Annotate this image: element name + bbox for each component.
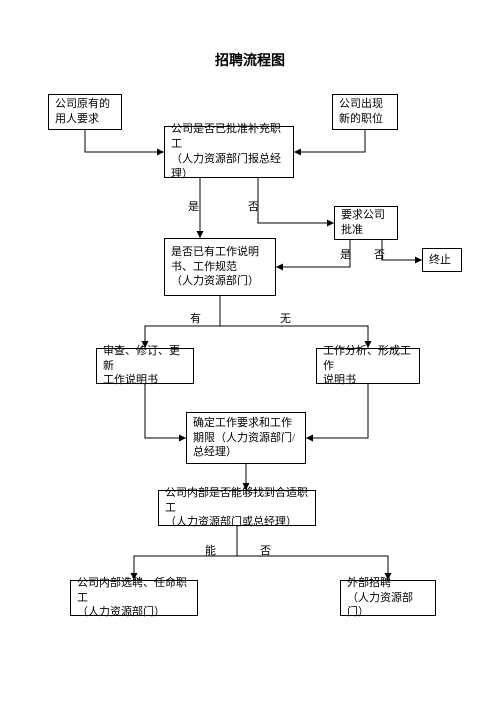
edge-label-req_approve-terminate: 否 [374, 246, 385, 262]
edge-new_pos-approved [294, 130, 365, 152]
node-new_pos: 公司出现 新的职位 [332, 94, 398, 130]
node-req_deadline: 确定工作要求和工作 期限（人力资源部门/ 总经理） [186, 412, 306, 464]
edge-approved-req_approve [258, 178, 334, 223]
edge-label-has_spec-review: 有 [190, 310, 201, 326]
node-select: 公司内部选聘、任命职工 （人力资源部门） [70, 580, 198, 616]
edge-review-req_deadline [145, 384, 186, 438]
edge-has_spec-review [145, 296, 220, 348]
edge-has_spec-analyze [220, 296, 368, 348]
edge-label-approved-has_spec: 是 [188, 198, 199, 214]
edge-label-approved-req_approve: 否 [248, 198, 259, 214]
edge-label-req_approve-has_spec: 是 [340, 246, 351, 262]
edge-req_approve-terminate [382, 240, 422, 260]
node-orig_need: 公司原有的 用人要求 [48, 94, 122, 130]
edge-orig_need-approved [85, 130, 164, 152]
edge-label-internal-select: 能 [205, 542, 216, 558]
node-external: 外部招聘 （人力资源部门） [340, 580, 436, 616]
node-review: 审查、修订、更新 工作说明书 [96, 348, 194, 384]
diagram-title: 招聘流程图 [0, 50, 500, 70]
edge-req_approve-has_spec [276, 240, 350, 267]
node-req_approve: 要求公司 批准 [334, 206, 398, 240]
edge-label-internal-external: 否 [260, 542, 271, 558]
node-analyze: 工作分析、形成工作 说明书 [316, 348, 420, 384]
edge-internal-select [134, 526, 237, 580]
node-has_spec: 是否已有工作说明 书、工作规范 （人力资源部门） [164, 238, 276, 296]
node-terminate: 终止 [422, 248, 462, 272]
node-internal: 公司内部是否能够找到合适职工 （人力资源部门或总经理） [158, 490, 316, 526]
edge-label-has_spec-analyze: 无 [280, 310, 291, 326]
edge-analyze-req_deadline [306, 384, 368, 438]
node-approved: 公司是否已批准补充职工 （人力资源部门报总经 理） [164, 126, 294, 178]
flowchart-canvas: 招聘流程图 公司原有的 用人要求 公司出现 新的职位公司是否已批准补充职工 （人力… [0, 0, 500, 708]
